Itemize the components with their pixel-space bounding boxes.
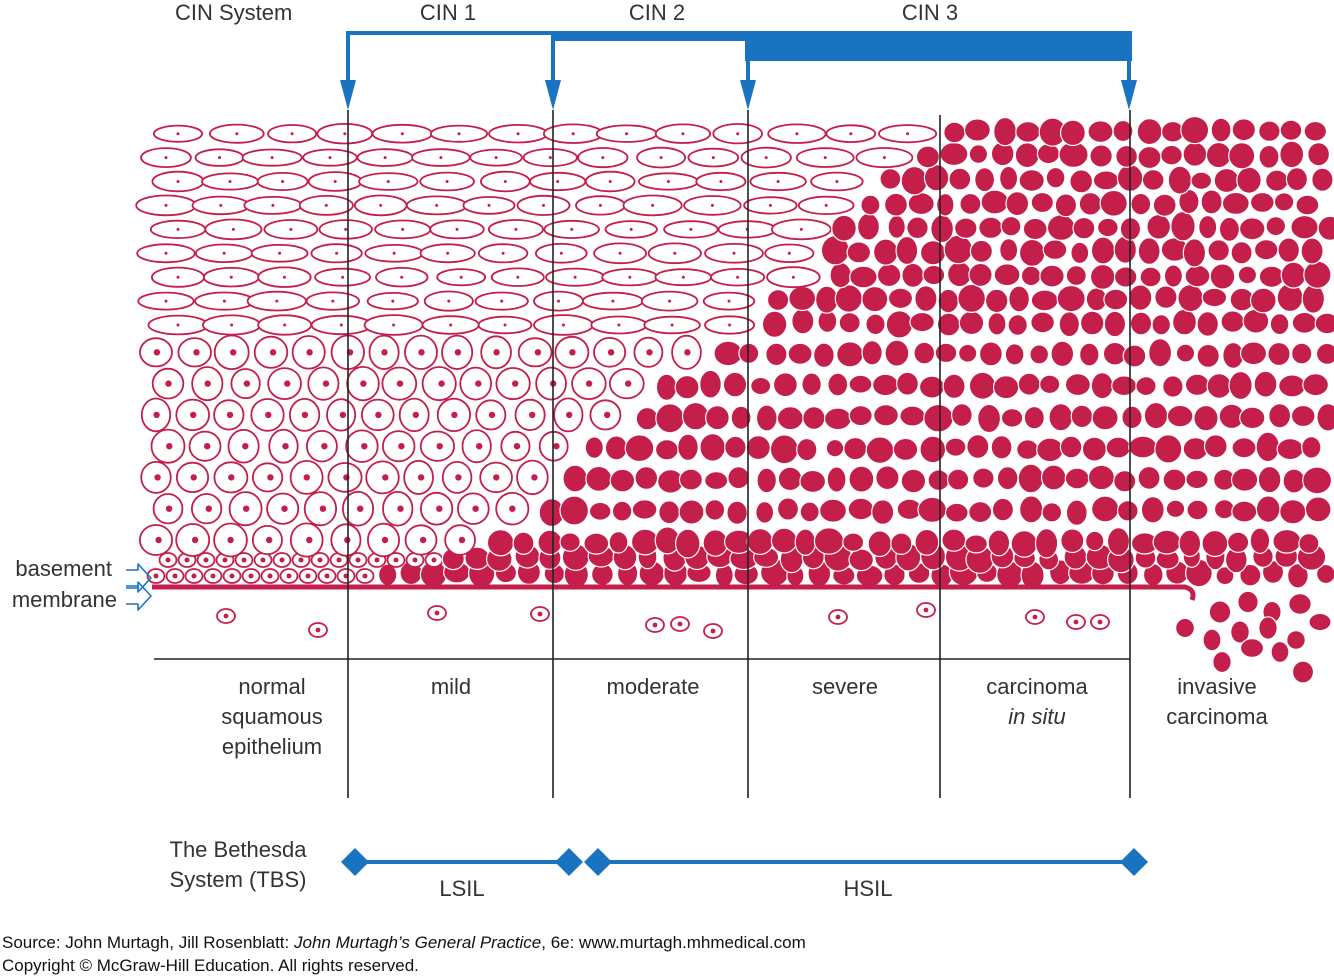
basement-label: basement xyxy=(15,556,112,581)
invasive-cells xyxy=(1174,590,1332,684)
lsil-end-diamond-icon xyxy=(555,848,583,876)
tbs-bars xyxy=(341,848,1148,876)
hsil-bar xyxy=(598,860,1134,864)
lsil-bar xyxy=(352,860,570,864)
cin-arrowhead-2 xyxy=(545,80,561,110)
copyright-line: Copyright © McGraw-Hill Education. All r… xyxy=(2,956,419,976)
cin-drop-2 xyxy=(551,31,555,83)
membrane-label: membrane xyxy=(12,587,117,612)
epithelium-cells xyxy=(135,115,1334,590)
cin-bar-thin xyxy=(346,31,556,35)
basement-membrane-line xyxy=(152,584,1196,601)
hsil-start-diamond-icon xyxy=(584,848,612,876)
copyright-text: Copyright © McGraw-Hill Education. All r… xyxy=(2,956,419,975)
source-book-title: John Murtagh’s General Practice xyxy=(293,933,542,952)
cin-bar-medium xyxy=(552,31,752,41)
membrane-arrow-icon xyxy=(126,581,152,611)
source-line: Source: John Murtagh, Jill Rosenblatt: J… xyxy=(2,933,806,953)
cin1-label: CIN 1 xyxy=(420,0,476,25)
stage-invasive-line2: carcinoma xyxy=(1166,704,1268,729)
lsil-label: LSIL xyxy=(439,876,484,901)
cin-bracket xyxy=(340,31,1137,110)
stage-cis-line2: in situ xyxy=(1008,704,1065,729)
lsil-start-diamond-icon xyxy=(341,848,369,876)
stage-invasive-line1: invasive xyxy=(1177,674,1256,699)
stage-dividers xyxy=(154,110,1131,798)
stage-moderate: moderate xyxy=(607,674,700,699)
stage-severe: severe xyxy=(812,674,878,699)
cin-drop-4 xyxy=(1127,31,1131,83)
stage-normal-line3: epithelium xyxy=(222,734,322,759)
stromal-cells xyxy=(216,602,1110,639)
hsil-label: HSIL xyxy=(844,876,893,901)
stage-mild: mild xyxy=(431,674,471,699)
tbs-label-line1: The Bethesda xyxy=(170,837,308,862)
hsil-end-diamond-icon xyxy=(1120,848,1148,876)
stage-normal-line1: normal xyxy=(238,674,305,699)
cin-arrowhead-4 xyxy=(1121,80,1137,110)
cin3-label: CIN 3 xyxy=(902,0,958,25)
cin-bar-thick xyxy=(745,31,1132,61)
cin-drop-1 xyxy=(346,31,350,83)
cin-arrowhead-3 xyxy=(740,80,756,110)
stage-cis-line1: carcinoma xyxy=(986,674,1088,699)
cin-system-label: CIN System xyxy=(175,0,292,25)
source-suffix: , 6e: www.murtagh.mhmedical.com xyxy=(541,933,806,952)
cin-drop-3 xyxy=(746,31,750,83)
tbs-label-line2: System (TBS) xyxy=(170,867,307,892)
stage-normal-line2: squamous xyxy=(221,704,323,729)
cin-arrowhead-1 xyxy=(340,80,356,110)
source-prefix: Source: John Murtagh, Jill Rosenblatt: xyxy=(2,933,294,952)
cin2-label: CIN 2 xyxy=(629,0,685,25)
